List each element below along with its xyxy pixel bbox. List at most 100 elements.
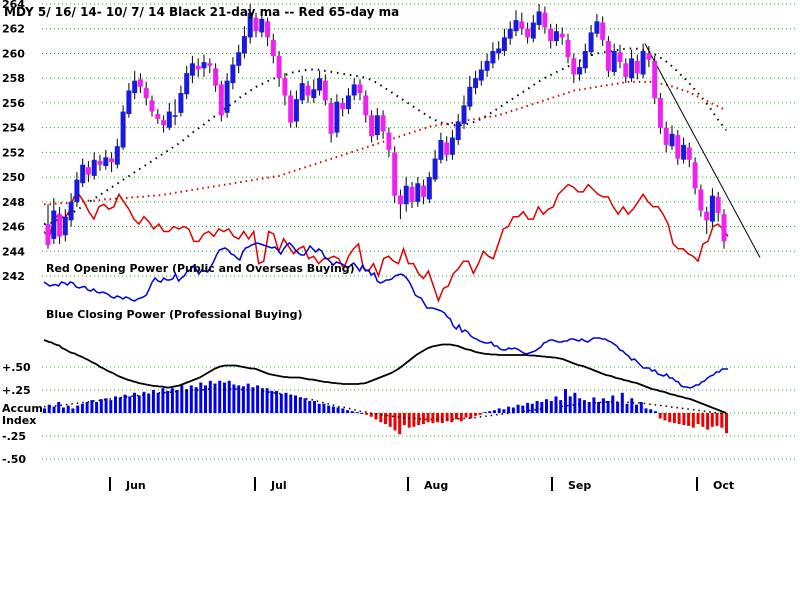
accum-bar — [66, 405, 70, 413]
accum-bar — [270, 390, 274, 413]
candle-body — [288, 95, 294, 123]
accum-bar — [61, 407, 65, 413]
accum-bar — [284, 392, 288, 413]
candle-body — [253, 17, 259, 32]
accum-bar — [521, 405, 525, 413]
candle-body — [351, 84, 357, 96]
accum-bar — [232, 384, 236, 413]
candle-body — [623, 63, 629, 77]
accum-bar — [464, 413, 468, 418]
candle-body — [553, 31, 559, 42]
candle-body — [149, 100, 155, 112]
accum-label-line1: Accum — [2, 402, 43, 415]
price-tick-label: 250 — [2, 171, 25, 184]
accum-bar — [265, 388, 269, 413]
accum-bar — [540, 402, 544, 413]
candle-body — [421, 185, 427, 197]
accum-bar — [630, 398, 634, 413]
accum-bar — [80, 403, 84, 413]
candle-body — [634, 60, 640, 74]
accum-bar — [170, 388, 174, 413]
accum-bar — [431, 413, 435, 424]
accum-bar — [407, 413, 411, 428]
accum-bar — [161, 388, 165, 413]
candle-body — [571, 58, 577, 75]
accum-bar — [402, 413, 406, 425]
accum-bar — [71, 408, 75, 413]
accum-bar — [545, 399, 548, 413]
candle-body — [478, 69, 484, 81]
accum-bar — [502, 409, 506, 413]
candle-body — [438, 140, 444, 160]
candle-body — [259, 18, 265, 33]
candle-body — [189, 63, 195, 76]
month-label: Aug — [424, 479, 448, 492]
accum-bar — [331, 406, 335, 413]
accum-bar — [99, 399, 103, 413]
accum-bar — [384, 413, 387, 424]
accum-bar — [156, 392, 160, 413]
candle-body — [559, 33, 565, 38]
accum-tick-label: -.25 — [2, 430, 26, 443]
candle-body — [328, 102, 334, 134]
accum-bar — [275, 390, 279, 413]
accum-bar — [559, 400, 563, 413]
accum-bar — [308, 401, 312, 413]
accum-bar — [611, 395, 615, 413]
candle-body — [617, 52, 623, 63]
accum-bar — [379, 413, 383, 423]
candle-body — [126, 90, 132, 114]
accum-bar — [52, 406, 56, 413]
accum-bar — [246, 383, 250, 413]
candle-body — [536, 11, 542, 25]
accum-bar — [350, 411, 354, 413]
candle-body — [120, 111, 126, 148]
accum-bar — [199, 382, 203, 413]
indicator-lines — [43, 43, 761, 421]
candle-body — [103, 157, 109, 166]
accum-bar — [137, 395, 141, 413]
accum-tick-label: +.50 — [2, 361, 31, 374]
accum-bar — [128, 396, 132, 413]
candle-body — [91, 159, 97, 176]
candle-body — [530, 22, 536, 39]
accum-bar — [341, 408, 345, 413]
accum-bar — [360, 413, 364, 414]
month-label: Sep — [568, 479, 591, 492]
accum-bar — [57, 402, 61, 413]
candle-body — [409, 187, 415, 202]
closing-power-label: Blue Closing Power (Professional Buying) — [46, 308, 303, 321]
candle-body — [374, 115, 380, 136]
candle-body — [397, 195, 403, 205]
price-tick-label: 252 — [2, 146, 25, 159]
accum-bar — [573, 392, 577, 413]
price-tick-label: 242 — [2, 270, 25, 283]
accum-bar — [223, 382, 226, 413]
candle-body — [519, 21, 525, 29]
candle-body — [230, 64, 236, 84]
candle-body — [426, 177, 432, 200]
candle-body — [299, 83, 305, 101]
candle-body — [669, 133, 675, 147]
accum-bar — [412, 413, 416, 427]
accum-bar — [374, 413, 378, 420]
candle-body — [709, 195, 715, 222]
accum-axis: +.50 +.25 -.25 -.50 — [2, 361, 31, 466]
accum-bar — [635, 404, 638, 413]
accum-bar — [592, 397, 596, 413]
candle-body — [282, 78, 288, 96]
candle-body — [270, 39, 276, 56]
accum-bar — [417, 413, 421, 425]
month-label: Jul — [270, 479, 287, 492]
candle-body — [657, 98, 663, 128]
candle-body — [236, 52, 242, 66]
candle-body — [461, 105, 467, 124]
candle-body — [276, 55, 282, 79]
accum-bar — [317, 403, 321, 413]
accum-bar — [606, 401, 610, 413]
price-tick-label: 248 — [2, 196, 25, 209]
candle-body — [444, 142, 450, 155]
accum-bar — [346, 410, 350, 413]
accum-bar — [616, 402, 620, 413]
candle-body — [132, 80, 138, 94]
